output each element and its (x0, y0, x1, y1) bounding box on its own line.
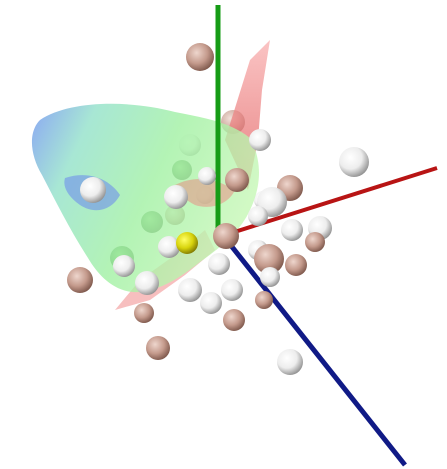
front-tan-sphere-17 (254, 244, 284, 274)
front-yellow-sphere-14 (176, 232, 198, 254)
front-white-sphere-9 (248, 206, 268, 226)
front-tan-sphere-18 (285, 254, 307, 276)
front-tan-sphere-26 (255, 291, 273, 309)
front-tan-sphere-12 (305, 232, 325, 252)
front-tan-sphere-30 (146, 336, 170, 360)
front-white-sphere-31 (277, 349, 303, 375)
front-white-sphere-3 (339, 147, 369, 177)
z-axis (223, 236, 407, 467)
front-white-sphere-19 (113, 255, 135, 277)
front-tan-sphere-1 (186, 43, 214, 71)
front-white-sphere-8 (164, 185, 188, 209)
front-white-sphere-20 (208, 253, 230, 275)
front-white-sphere-21 (135, 271, 159, 295)
front-white-sphere-10 (281, 219, 303, 241)
front-white-sphere-13 (158, 236, 180, 258)
front-white-sphere-23 (260, 267, 280, 287)
front-white-sphere-2 (249, 129, 271, 151)
surface-body (31, 103, 259, 293)
front-white-sphere-32 (198, 167, 216, 185)
front-tan-sphere-5 (225, 168, 249, 192)
front-white-sphere-25 (221, 279, 243, 301)
front-tan-sphere-22 (67, 267, 93, 293)
front-tan-sphere-15 (213, 223, 239, 249)
front-white-sphere-27 (200, 292, 222, 314)
front-tan-sphere-29 (223, 309, 245, 331)
front-tan-sphere-28 (134, 303, 154, 323)
front-white-sphere-24 (178, 278, 202, 302)
front-white-sphere-4 (80, 177, 106, 203)
